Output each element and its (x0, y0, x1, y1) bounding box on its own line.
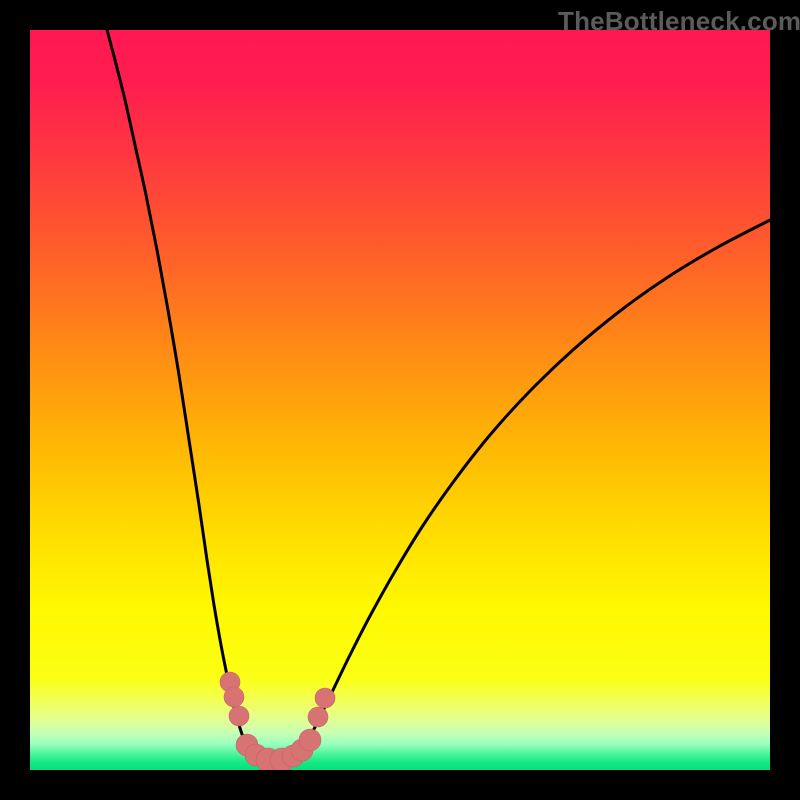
frame-right (770, 0, 800, 800)
valley-marker (299, 729, 321, 751)
gradient-background (30, 30, 770, 770)
frame-left (0, 0, 30, 800)
bottleneck-chart (0, 0, 800, 800)
frame-bottom (0, 770, 800, 800)
valley-marker (315, 688, 335, 708)
watermark-text: TheBottleneck.com (558, 6, 800, 37)
valley-marker (224, 687, 244, 707)
valley-marker (308, 707, 328, 727)
valley-marker (229, 706, 249, 726)
